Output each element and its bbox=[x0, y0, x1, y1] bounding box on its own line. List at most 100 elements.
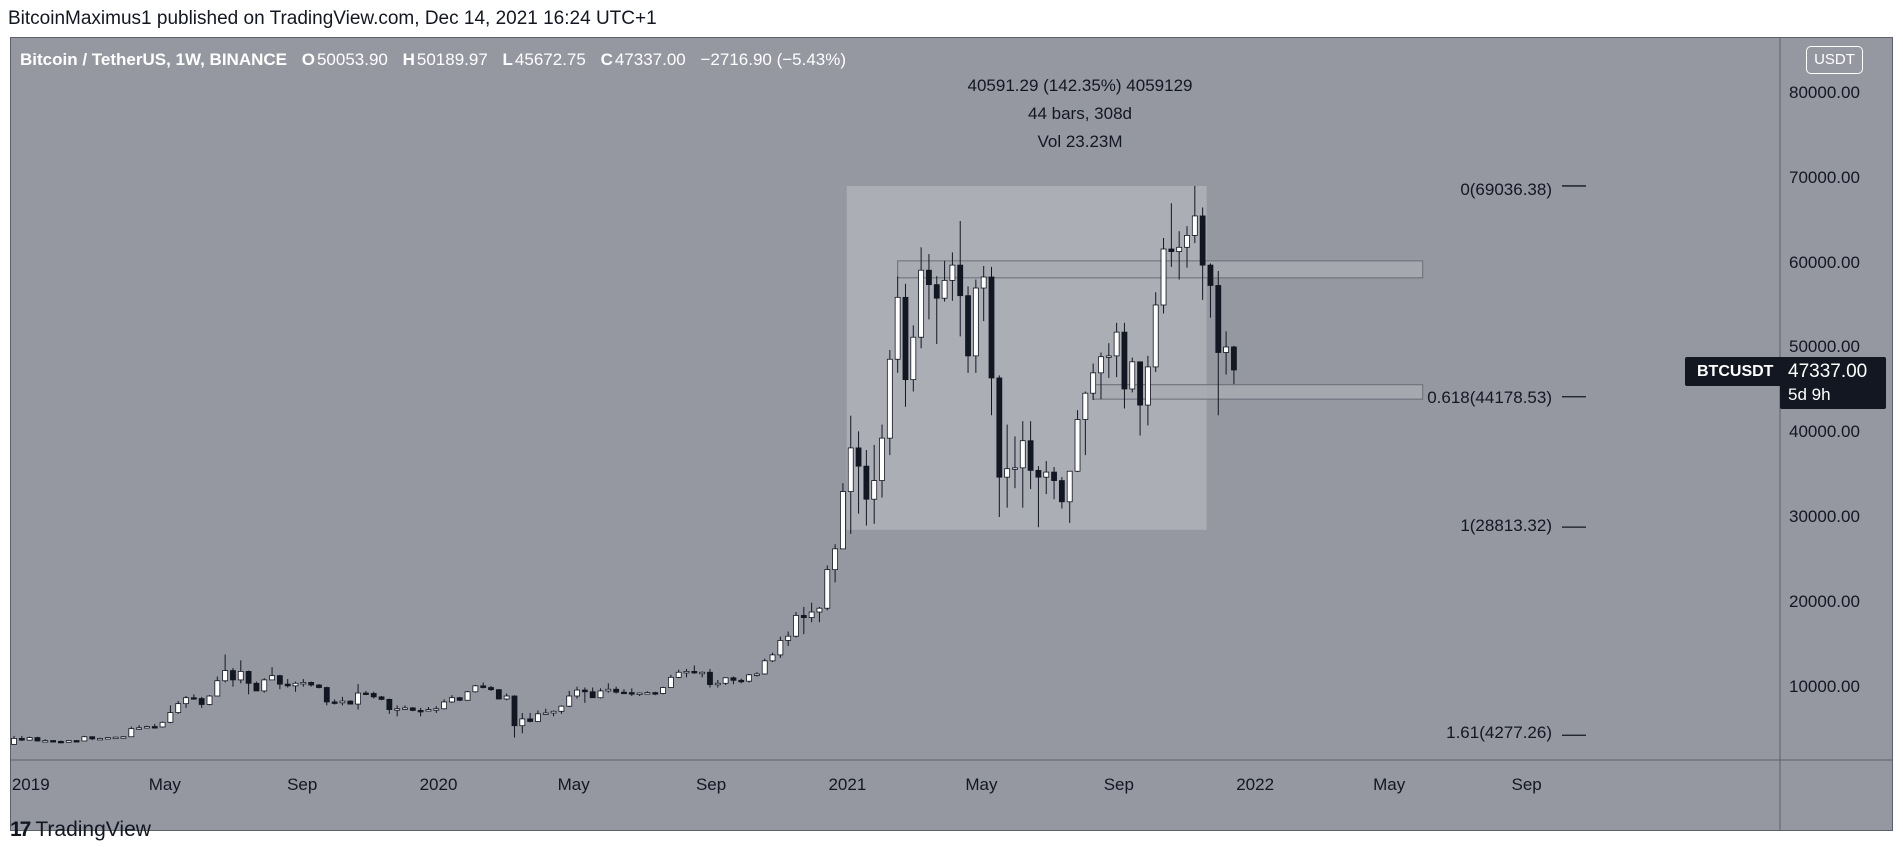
time-tick: Sep bbox=[1511, 775, 1542, 794]
candle bbox=[1231, 345, 1237, 385]
price-tick: 50000.00 bbox=[1789, 337, 1860, 357]
tradingview-logo[interactable]: 17 TradingView bbox=[10, 818, 151, 842]
candle bbox=[879, 424, 885, 498]
candle-body-up bbox=[222, 670, 229, 682]
candle-body-up bbox=[402, 707, 408, 710]
price-tick: 80000.00 bbox=[1789, 82, 1860, 102]
candle bbox=[800, 606, 807, 635]
fib-label-161: 1.61(4277.26) bbox=[1446, 723, 1552, 742]
candle-body-up bbox=[1098, 356, 1104, 374]
candle bbox=[402, 705, 408, 710]
candle-body-up bbox=[394, 708, 401, 711]
candle bbox=[50, 740, 56, 743]
candle bbox=[1043, 461, 1050, 495]
candle-body-up bbox=[128, 728, 135, 738]
candle-body-down bbox=[1051, 471, 1057, 481]
candle-body-up bbox=[1129, 361, 1136, 390]
candle bbox=[816, 606, 823, 623]
candle-body-up bbox=[1066, 470, 1073, 503]
time-tick: May bbox=[1373, 775, 1406, 794]
candle bbox=[81, 735, 88, 742]
legend-high-label: H bbox=[402, 50, 415, 69]
candle bbox=[441, 699, 448, 710]
candle bbox=[362, 690, 369, 696]
candle bbox=[511, 695, 518, 738]
currency-button[interactable]: USDT bbox=[1806, 46, 1863, 74]
candle-body-up bbox=[1019, 440, 1026, 469]
candle-body-up bbox=[761, 660, 768, 675]
candle-body-down bbox=[926, 269, 932, 286]
legend-close-value: 47337.00 bbox=[614, 50, 686, 69]
candle-body-up bbox=[144, 726, 150, 729]
candle bbox=[26, 736, 33, 741]
candle bbox=[1027, 421, 1034, 490]
candle-body-up bbox=[1004, 468, 1011, 478]
candle bbox=[456, 696, 463, 702]
fib-label-0618: 0.618(44178.53) bbox=[1427, 388, 1552, 407]
candle-body-up bbox=[237, 671, 244, 681]
candle bbox=[1137, 361, 1143, 436]
candle bbox=[683, 668, 690, 678]
candle-body-up bbox=[683, 671, 690, 674]
candle bbox=[886, 349, 893, 456]
candle bbox=[644, 691, 651, 695]
candle-body-up bbox=[355, 692, 361, 705]
candle-body-up bbox=[1223, 346, 1229, 353]
candle bbox=[230, 668, 236, 687]
legend-open-label: O bbox=[301, 50, 315, 69]
candle-body-down bbox=[707, 671, 713, 685]
candle bbox=[832, 544, 838, 583]
candle bbox=[1082, 391, 1089, 456]
candle bbox=[394, 705, 401, 717]
candle bbox=[840, 483, 846, 550]
candle bbox=[370, 691, 377, 699]
time-tick: 2021 bbox=[828, 775, 867, 794]
candle bbox=[104, 737, 111, 740]
legend-open-value: 50053.90 bbox=[316, 50, 388, 69]
candle bbox=[996, 375, 1003, 518]
candle bbox=[480, 682, 487, 689]
candle bbox=[89, 736, 96, 741]
time-tick: 2019 bbox=[11, 775, 50, 794]
measure-box bbox=[846, 185, 1207, 530]
candle-body-up bbox=[910, 336, 917, 381]
candle-body-up bbox=[722, 677, 729, 684]
candle-body-up bbox=[566, 695, 573, 707]
legend-symbol: Bitcoin / TetherUS, 1W, BINANCE bbox=[20, 50, 287, 69]
candle-body-up bbox=[1145, 366, 1151, 406]
last-price-value: 47337.00 bbox=[1788, 361, 1868, 382]
measure-summary: 40591.29 (142.35%) 4059129 bbox=[967, 76, 1193, 95]
candle-body-down bbox=[902, 296, 909, 381]
candle bbox=[535, 710, 541, 722]
time-tick: Sep bbox=[1103, 775, 1134, 794]
candle-body-up bbox=[808, 611, 815, 618]
candle bbox=[433, 706, 440, 713]
candle bbox=[894, 276, 901, 373]
candle-body-down bbox=[198, 698, 205, 705]
candle bbox=[667, 674, 674, 688]
candle bbox=[495, 689, 502, 700]
candle-body-down bbox=[73, 740, 80, 743]
candle bbox=[58, 740, 64, 744]
candle-body-up bbox=[464, 691, 471, 701]
candle bbox=[542, 708, 549, 715]
candle bbox=[198, 696, 205, 708]
candle bbox=[292, 681, 299, 692]
candle-body-up bbox=[660, 687, 666, 694]
candle-body-down bbox=[253, 682, 260, 692]
candle-body-up bbox=[1082, 392, 1089, 420]
candle bbox=[190, 694, 197, 700]
candle bbox=[159, 721, 166, 728]
candle bbox=[1199, 207, 1206, 300]
candle-body-up bbox=[441, 701, 448, 710]
fib-label-0: 0(69036.38) bbox=[1460, 180, 1552, 199]
candle bbox=[1004, 424, 1011, 508]
candle-body-up bbox=[11, 738, 17, 745]
candle bbox=[331, 699, 338, 705]
candle bbox=[941, 260, 948, 302]
annotation-layer bbox=[846, 185, 1424, 530]
candle-body-up bbox=[104, 737, 111, 740]
candle-body-down bbox=[347, 700, 354, 705]
candle bbox=[1105, 343, 1112, 378]
